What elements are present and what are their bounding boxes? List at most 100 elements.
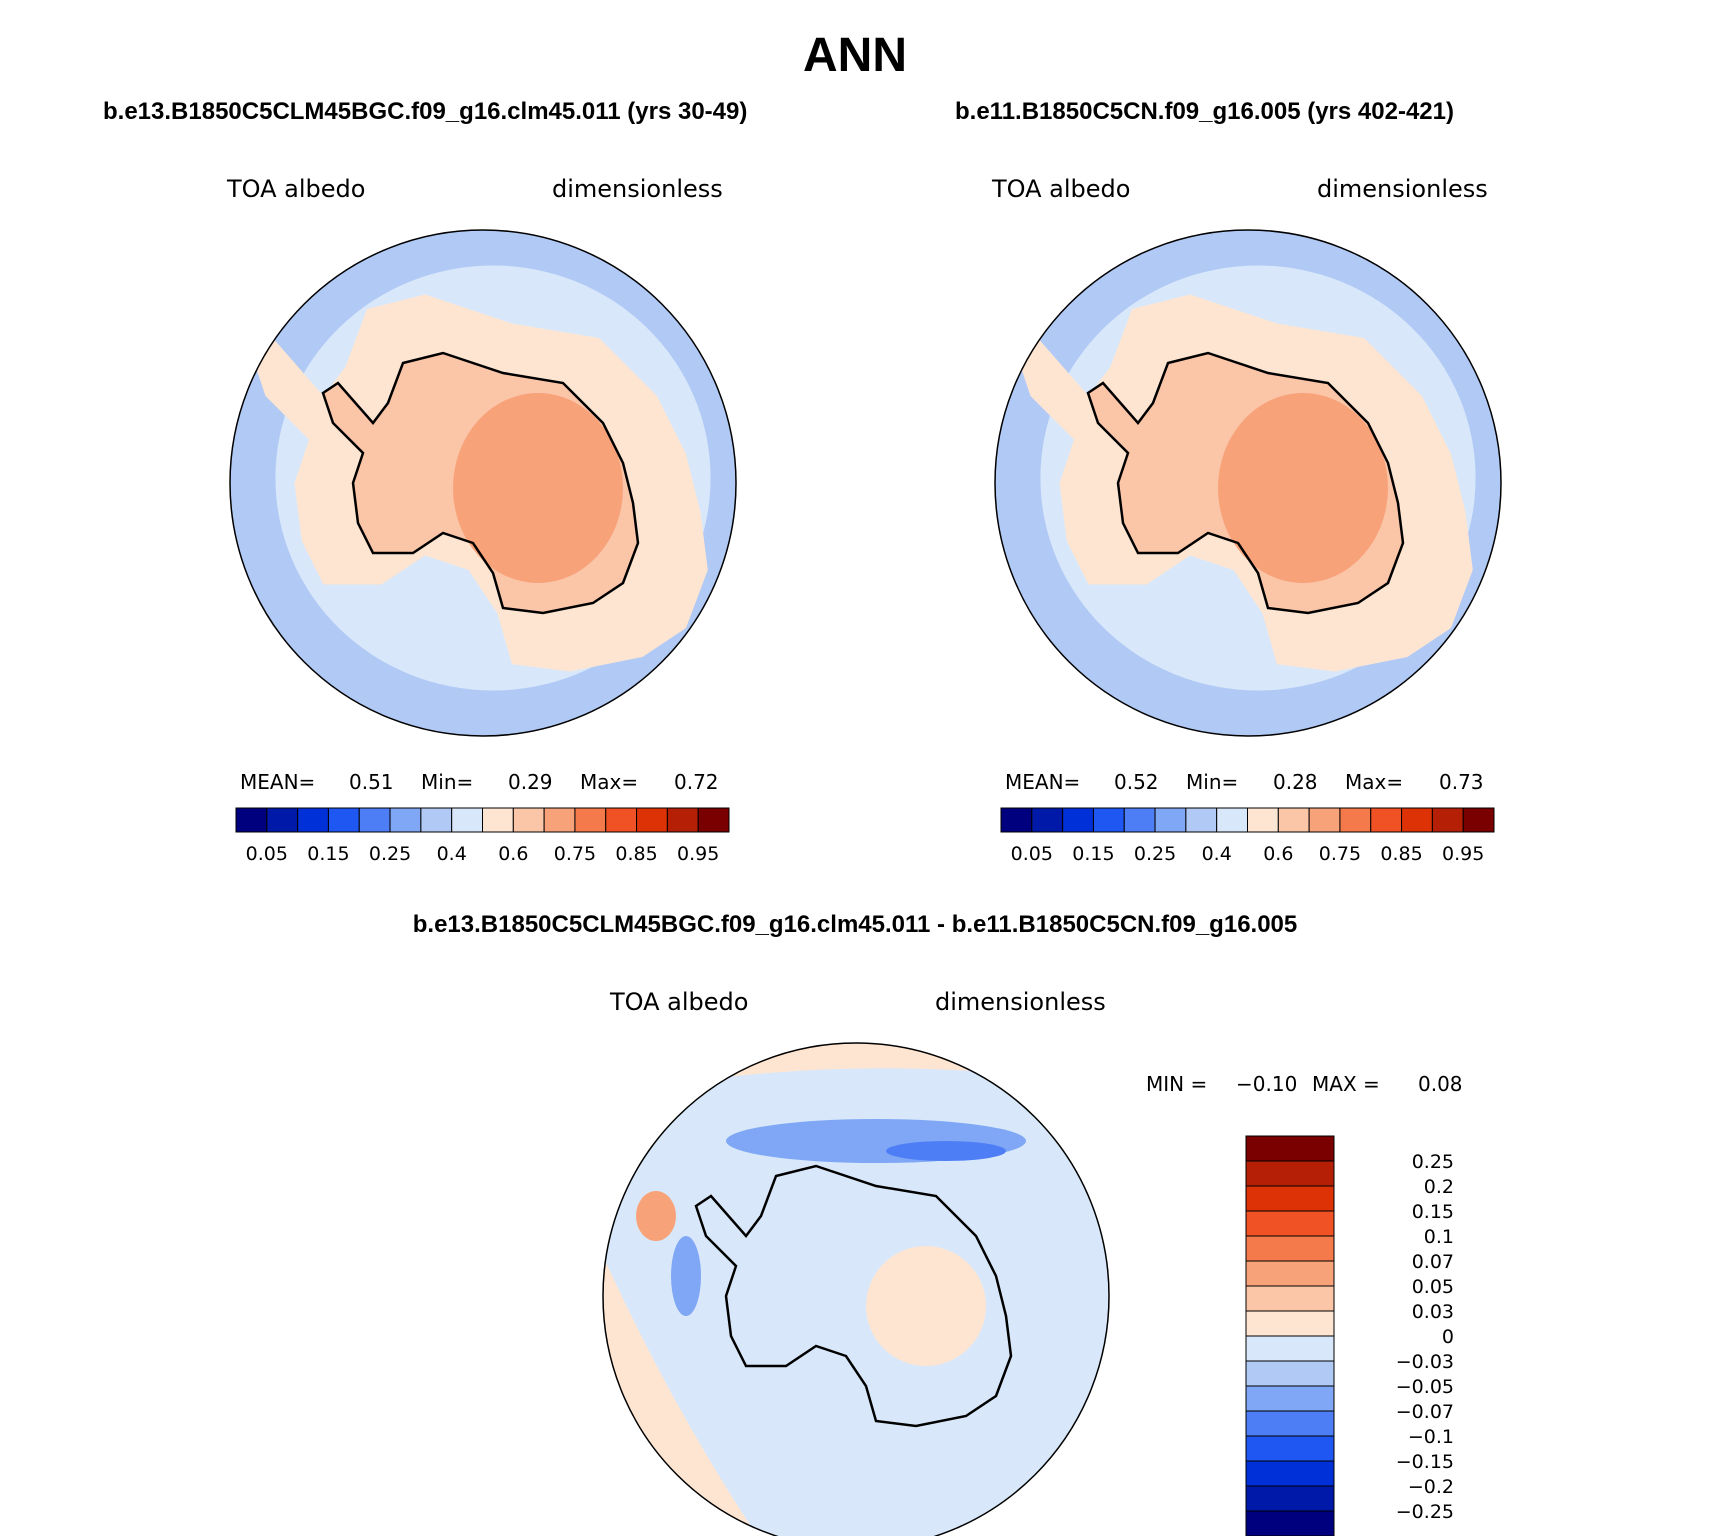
panel-1-colorbar-box: [235, 807, 268, 833]
diff-colorbar-tick-label: −0.07: [1396, 1401, 1454, 1423]
panel-1-map-border: [229, 229, 737, 737]
panel-2-mean-label: MEAN=: [1005, 770, 1081, 794]
panel-2-case-title: b.e11.B1850C5CN.f09_g16.005 (yrs 402-421…: [955, 98, 1454, 125]
panel-2-min-value: 0.28: [1273, 770, 1318, 794]
diff-colorbar-tick-label: 0.1: [1424, 1226, 1454, 1248]
panel-2-mean-value: 0.52: [1114, 770, 1159, 794]
diff-colorbar-box: [1245, 1210, 1335, 1237]
diff-min-label: MIN =: [1146, 1072, 1208, 1096]
diff-coastline: [694, 1164, 1013, 1428]
panel-1-colorbar-box: [266, 807, 299, 833]
panel-1-colorbar-tick-label: 0.05: [246, 843, 288, 865]
diff-positive-interior: [866, 1246, 986, 1366]
panel-2-map-border: [994, 229, 1502, 737]
panel-1-colorbar-box: [697, 807, 730, 833]
panel-2-max-label: Max=: [1345, 770, 1404, 794]
panel-1-colorbar-box: [358, 807, 391, 833]
diff-background: [603, 1043, 1109, 1536]
panel-2-colorbar-box: [1154, 807, 1187, 833]
panel-1-colorbar-tick-label: 0.25: [369, 843, 411, 865]
diff-colorbar-tick-label: −0.2: [1408, 1476, 1454, 1498]
panel-2-max-value: 0.73: [1439, 770, 1484, 794]
diff-colorbar-box: [1245, 1235, 1335, 1262]
diff-colorbar-tick-label: 0: [1442, 1326, 1454, 1348]
panel-1-min-label: Min=: [421, 770, 474, 794]
panel-1-ice-plateau: [453, 393, 623, 583]
diff-colorbar-tick-label: 0.07: [1412, 1251, 1454, 1273]
diff-colorbar-tick-label: −0.03: [1396, 1351, 1454, 1373]
panel-2-colorbar-tick-label: 0.25: [1134, 843, 1176, 865]
panel-2-colorbar-box: [1216, 807, 1248, 833]
figure-title: ANN: [803, 29, 907, 82]
diff-colorbar-box: [1245, 1285, 1335, 1312]
diff-colorbar-tick-label: −0.1: [1408, 1426, 1454, 1448]
panel-2-colorbar-tick-label: 0.6: [1263, 843, 1293, 865]
panel-1-fields: [230, 230, 736, 736]
diff-negative-west: [671, 1236, 701, 1316]
panel-2-colorbar-tick-label: 0.85: [1380, 843, 1422, 865]
diff-colorbar-box: [1245, 1335, 1335, 1362]
panel-1-colorbar-tick-label: 0.6: [498, 843, 528, 865]
panel-1-coastline: [321, 351, 640, 615]
panel-1-colorbar-tick-label: 0.15: [307, 843, 349, 865]
panel-2-colorbar-box: [1401, 807, 1433, 833]
panel-1-mean-value: 0.51: [349, 770, 394, 794]
panel-1-colorbar-box: [297, 807, 329, 833]
panel-1-units-label: dimensionless: [552, 175, 723, 203]
diff-colorbar-box: [1245, 1185, 1335, 1212]
panel-1-colorbar-box: [389, 807, 422, 833]
diff-colorbar-tick-label: −0.15: [1396, 1451, 1454, 1473]
panel-2-variable-label: TOA albedo: [992, 175, 1131, 203]
panel-2-colorbar-box: [1247, 807, 1279, 833]
panel-1-colorbar-tick-label: 0.4: [437, 843, 467, 865]
panel-2-colorbar-tick-label: 0.75: [1319, 843, 1361, 865]
diff-colorbar-box: [1245, 1160, 1335, 1187]
diff-colorbar-box: [1245, 1510, 1335, 1536]
panel-2-ice-plateau: [1218, 393, 1388, 583]
diff-colorbar-tick-label: 0.03: [1412, 1301, 1454, 1323]
panel-2-colorbar-tick-label: 0.05: [1011, 843, 1053, 865]
diff-positive-peninsula: [636, 1191, 676, 1241]
diff-colorbar-box: [1245, 1385, 1335, 1412]
panel-1-mean-label: MEAN=: [240, 770, 316, 794]
panel-2-colorbar-tick-label: 0.4: [1202, 843, 1232, 865]
panel-2-colorbar-box: [1308, 807, 1341, 833]
panel-1-max-value: 0.72: [674, 770, 719, 794]
diff-colorbar-tick-label: 0.2: [1424, 1176, 1454, 1198]
diff-max-value: 0.08: [1418, 1072, 1463, 1096]
diff-colorbar-box: [1245, 1310, 1335, 1337]
panel-1-colorbar-tick-label: 0.95: [677, 843, 719, 865]
diff-colorbar-box: [1245, 1410, 1335, 1437]
panel-1-colorbar-box: [512, 807, 545, 833]
diff-negative-core: [886, 1141, 1006, 1161]
diff-colorbar-tick-label: 0.05: [1412, 1276, 1454, 1298]
diff-colorbar-box: [1245, 1460, 1335, 1487]
diff-colorbar-tick-label: 0.15: [1412, 1201, 1454, 1223]
panel-2-colorbar-box: [1370, 807, 1403, 833]
panel-1-colorbar-box: [666, 807, 699, 833]
panel-1-min-value: 0.29: [508, 770, 553, 794]
panel-1-variable-label: TOA albedo: [227, 175, 366, 203]
panel-2-colorbar-box: [1462, 807, 1495, 833]
panel-2-coastline: [1086, 351, 1405, 615]
panel-1-colorbar-box: [327, 807, 360, 833]
diff-variable-label: TOA albedo: [610, 988, 749, 1016]
panel-1-colorbar-box: [482, 807, 514, 833]
diff-colorbar-tick-label: −0.05: [1396, 1376, 1454, 1398]
panel-2-min-label: Min=: [1186, 770, 1239, 794]
diff-units-label: dimensionless: [935, 988, 1106, 1016]
diff-colorbar-tick-label: 0.25: [1412, 1151, 1454, 1173]
diff-colorbar-box: [1245, 1485, 1335, 1512]
diff-min-value: −0.10: [1236, 1072, 1298, 1096]
panel-2-colorbar-box: [1123, 807, 1156, 833]
diff-colorbar-box: [1245, 1135, 1335, 1162]
panel-2-fields: [995, 230, 1501, 736]
diff-colorbar-box: [1245, 1260, 1335, 1287]
diff-max-label: MAX =: [1312, 1072, 1380, 1096]
panel-2-colorbar-tick-label: 0.95: [1442, 843, 1484, 865]
